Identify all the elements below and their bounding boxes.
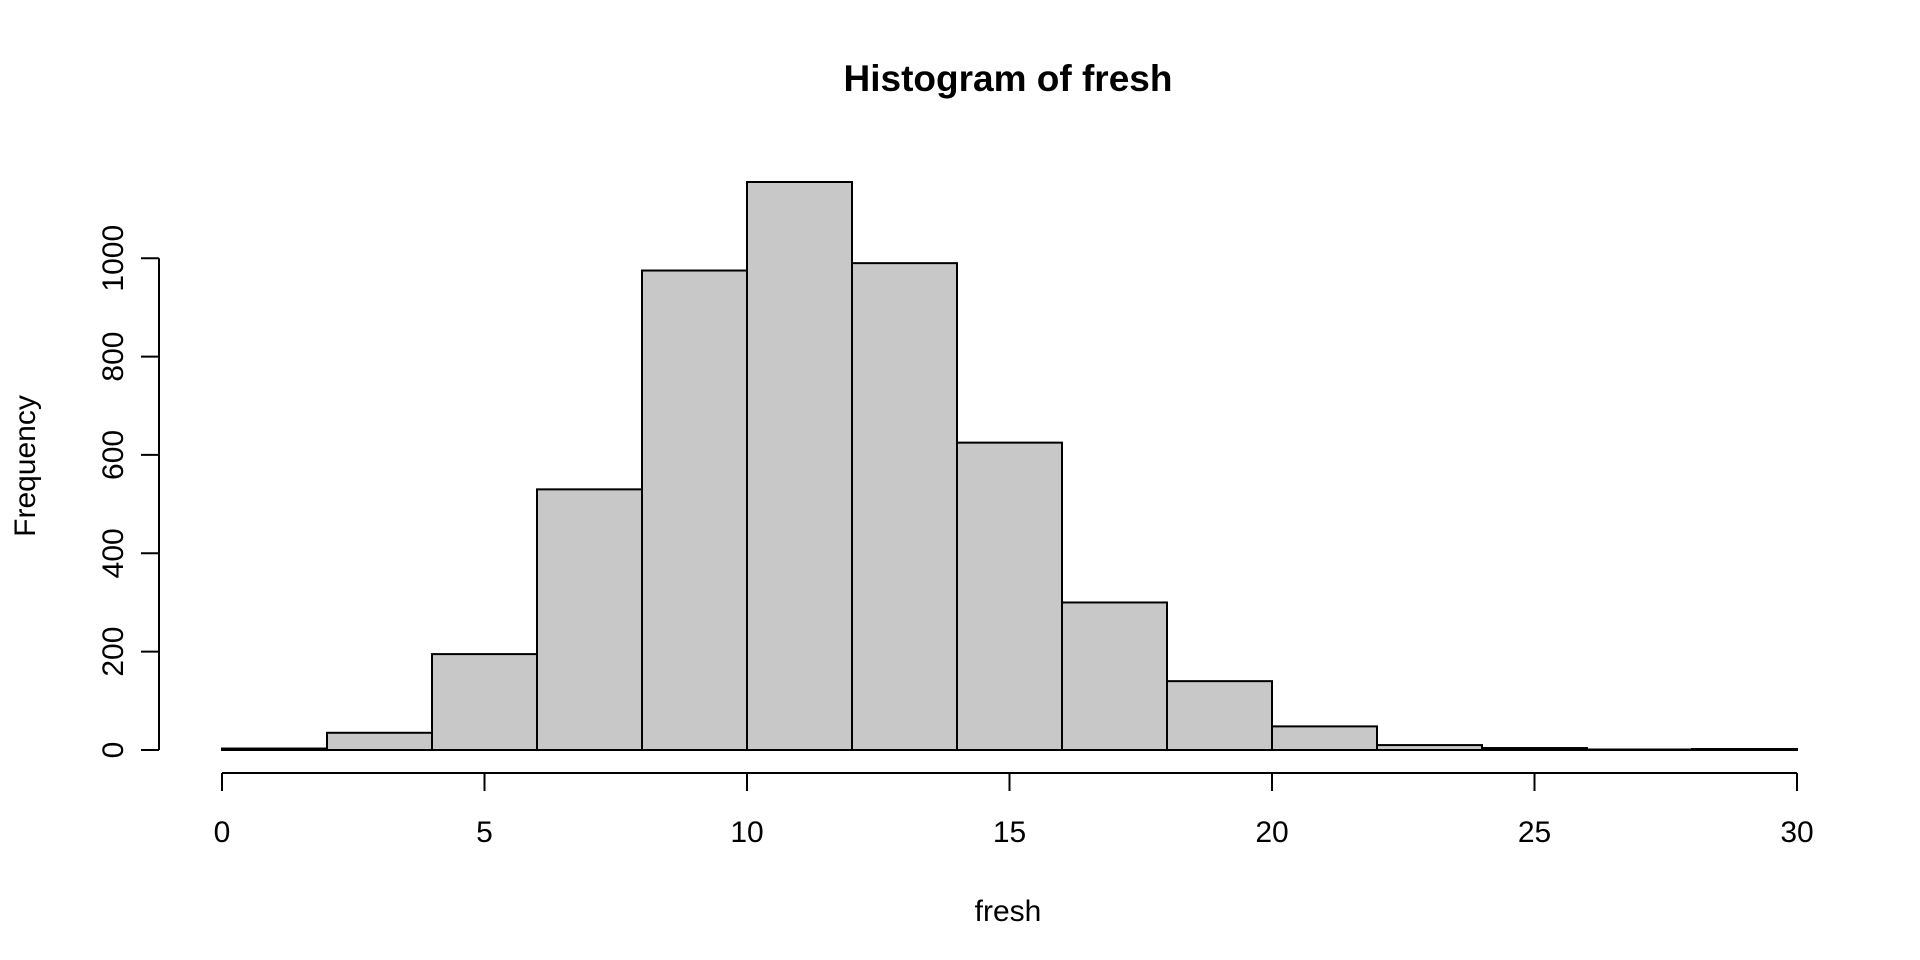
chart-title: Histogram of fresh — [844, 58, 1173, 99]
histogram-bar-10 — [1271, 725, 1378, 751]
histogram-bar-6 — [851, 262, 958, 751]
y-tick-label: 800 — [97, 332, 130, 382]
histogram-bar-2 — [431, 653, 538, 751]
histogram-bar-12 — [1481, 747, 1588, 751]
histogram-bar-11 — [1376, 744, 1483, 752]
x-tick-label: 20 — [1255, 816, 1288, 849]
histogram-bar-14 — [1691, 748, 1798, 752]
x-axis-label: fresh — [975, 895, 1042, 928]
histogram-bar-4 — [641, 269, 748, 751]
histogram-bar-5 — [746, 181, 853, 751]
bars-group — [221, 181, 1798, 752]
x-axis: 0 5 10 15 20 25 30 — [214, 772, 1814, 849]
y-axis-label: Frequency — [9, 395, 42, 537]
y-axis: 0 200 400 600 800 1000 — [97, 225, 160, 759]
x-tick-label: 5 — [476, 816, 493, 849]
histogram-bar-8 — [1061, 601, 1168, 751]
x-tick-label: 15 — [993, 816, 1026, 849]
y-tick-label: 0 — [97, 742, 130, 759]
y-tick-label: 200 — [97, 627, 130, 677]
x-tick-label: 0 — [214, 816, 231, 849]
y-tick-label: 1000 — [97, 225, 130, 292]
histogram-bar-1 — [326, 731, 433, 752]
histogram-bar-3 — [536, 488, 643, 751]
y-tick-label: 600 — [97, 430, 130, 480]
x-tick-label: 30 — [1780, 816, 1813, 849]
histogram-bar-0 — [221, 747, 328, 751]
histogram-bar-9 — [1166, 680, 1273, 751]
histogram-bar-7 — [956, 441, 1063, 751]
y-tick-label: 400 — [97, 528, 130, 578]
histogram-bar-13 — [1586, 748, 1693, 752]
x-tick-label: 25 — [1518, 816, 1551, 849]
x-tick-label: 10 — [730, 816, 763, 849]
